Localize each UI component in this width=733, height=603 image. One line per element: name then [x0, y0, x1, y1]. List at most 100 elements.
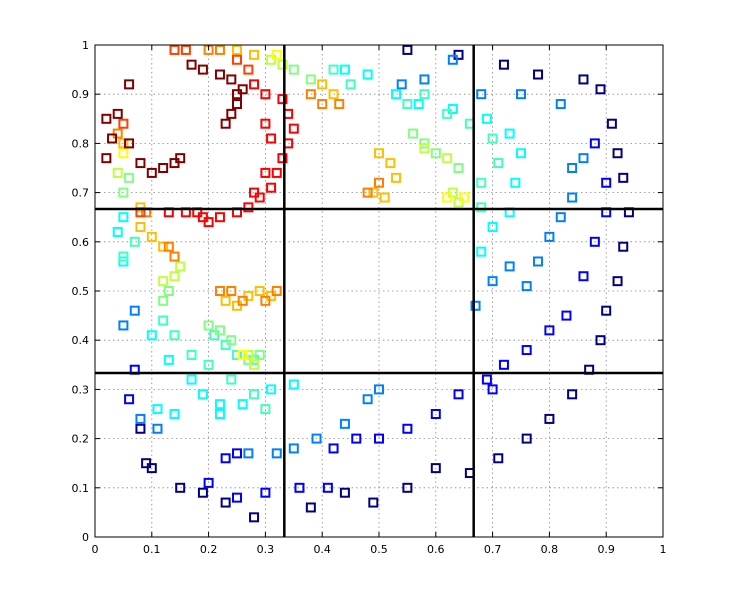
data-point: [368, 497, 379, 508]
data-point: [402, 482, 413, 493]
data-point: [203, 477, 214, 488]
data-point: [487, 384, 498, 395]
data-point: [521, 345, 532, 356]
y-tick-label: 0.6: [72, 236, 90, 249]
data-point: [118, 320, 129, 331]
data-point: [237, 399, 248, 410]
data-point: [288, 123, 299, 134]
data-point: [402, 44, 413, 55]
data-point: [146, 463, 157, 474]
data-point: [243, 202, 254, 213]
series-10: [118, 44, 254, 218]
data-point: [249, 359, 260, 370]
data-point: [612, 276, 623, 287]
data-point: [555, 212, 566, 223]
data-point: [589, 138, 600, 149]
y-tick-label: 1: [82, 39, 89, 52]
data-point: [271, 286, 282, 296]
data-point: [226, 74, 237, 85]
data-point: [214, 44, 225, 55]
grid-lines: [95, 45, 663, 537]
data-point: [481, 374, 492, 385]
data-point: [351, 433, 362, 444]
data-point: [237, 295, 248, 306]
data-point: [260, 89, 271, 100]
data-point: [169, 330, 180, 341]
data-point: [277, 94, 288, 105]
data-point: [561, 310, 572, 321]
data-point: [214, 409, 225, 419]
series-1: [124, 138, 612, 503]
data-point: [453, 389, 464, 400]
data-point: [112, 108, 123, 119]
data-point: [294, 482, 305, 493]
data-point: [226, 286, 237, 296]
data-point: [305, 74, 316, 85]
x-tick-label: 0: [92, 543, 99, 556]
data-point: [589, 236, 600, 247]
data-point: [175, 261, 186, 272]
data-point: [521, 281, 532, 292]
data-point: [146, 167, 157, 178]
data-point: [197, 487, 208, 498]
partition-lines: [95, 45, 663, 537]
data-point: [237, 84, 248, 95]
data-point: [606, 118, 617, 129]
data-point: [516, 89, 526, 100]
y-tick-label: 0: [82, 531, 89, 544]
data-point: [260, 295, 271, 306]
data-point: [112, 167, 123, 178]
data-point: [146, 330, 157, 341]
data-point: [618, 172, 629, 183]
data-point: [220, 295, 231, 306]
y-tick-label: 0.9: [72, 88, 90, 101]
data-point: [232, 54, 242, 65]
data-point: [339, 418, 350, 429]
data-point: [254, 349, 265, 360]
data-point: [345, 79, 356, 90]
series-4: [118, 64, 504, 415]
data-point: [152, 423, 163, 434]
data-point: [510, 177, 521, 188]
data-point: [271, 448, 282, 459]
data-point: [533, 69, 544, 80]
series-12: [101, 59, 248, 178]
data-point: [226, 374, 237, 385]
data-point: [339, 487, 350, 498]
data-point: [124, 172, 135, 183]
data-point: [232, 99, 242, 110]
data-point: [595, 335, 606, 346]
data-point: [135, 423, 146, 434]
y-tick-label: 0.3: [72, 383, 90, 396]
data-point: [146, 231, 157, 242]
x-tick-label: 0.5: [370, 543, 388, 556]
data-point: [339, 64, 350, 75]
data-point: [175, 153, 186, 164]
data-point: [567, 163, 578, 173]
data-point: [362, 187, 373, 198]
data-point: [220, 453, 231, 464]
y-tick-label: 0.1: [72, 482, 90, 495]
data-point: [396, 79, 407, 90]
data-point: [374, 177, 384, 188]
data-point: [118, 212, 129, 223]
data-point: [419, 89, 430, 100]
data-point: [214, 212, 225, 223]
x-tick-label: 0.8: [541, 543, 559, 556]
data-point: [504, 261, 515, 272]
data-point: [118, 118, 129, 129]
y-tick-label: 0.5: [72, 285, 90, 298]
data-point: [595, 84, 606, 95]
series-5: [118, 64, 464, 365]
data-point: [124, 79, 135, 90]
x-tick-label: 0.3: [257, 543, 275, 556]
series-7: [118, 49, 470, 360]
data-point: [544, 413, 555, 424]
data-point: [101, 153, 112, 164]
data-point: [402, 423, 413, 434]
data-point: [578, 74, 589, 85]
data-point: [101, 113, 112, 124]
data-point: [288, 379, 299, 390]
data-point: [430, 463, 441, 474]
data-point: [476, 89, 487, 100]
